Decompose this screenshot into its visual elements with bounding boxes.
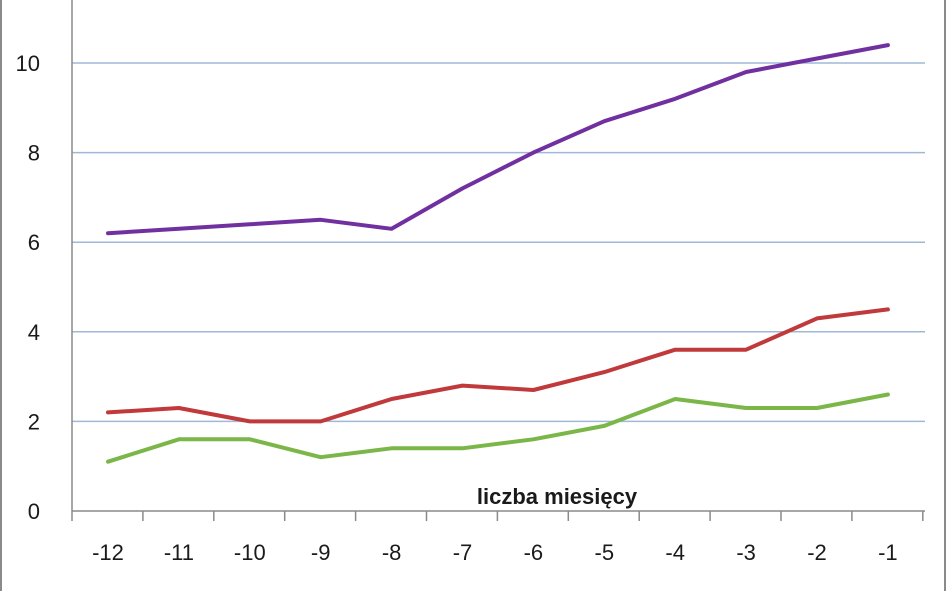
data-point <box>887 308 889 310</box>
data-point <box>249 420 251 422</box>
x-axis-ticks: -12 -11 -10 -9 -8 -7 -6 -5 -4 -3 -2 -1 <box>92 540 898 565</box>
x-tick-label: -5 <box>595 540 615 565</box>
data-point <box>178 228 180 230</box>
y-tick-label: 8 <box>28 141 40 166</box>
x-axis-label: liczba miesięcy <box>477 484 638 509</box>
data-point <box>462 385 463 387</box>
y-tick-label: 2 <box>28 409 40 434</box>
data-point <box>674 349 676 351</box>
data-point <box>462 447 463 449</box>
data-point <box>816 58 818 60</box>
data-point <box>816 317 818 319</box>
data-point <box>107 411 109 413</box>
data-point <box>674 398 676 400</box>
gridlines <box>72 62 925 423</box>
data-point <box>887 44 889 46</box>
x-tick-label: -8 <box>382 540 402 565</box>
y-tick-label: 10 <box>16 51 40 76</box>
data-point <box>320 219 322 221</box>
data-point <box>603 371 605 373</box>
data-point <box>391 228 393 230</box>
data-point <box>887 394 889 396</box>
series-lines <box>106 43 890 464</box>
data-point <box>178 438 180 440</box>
data-point <box>603 425 605 427</box>
series-line-1 <box>106 43 890 236</box>
x-tick-label: -9 <box>311 540 331 565</box>
x-tick-label: -7 <box>453 540 473 565</box>
data-point <box>107 232 109 234</box>
series-line-3 <box>106 392 890 464</box>
data-point <box>674 98 676 100</box>
y-tick-label: 0 <box>28 499 40 524</box>
data-point <box>320 456 322 458</box>
data-point <box>603 120 605 122</box>
data-point <box>320 420 322 422</box>
x-tick-label: -2 <box>807 540 827 565</box>
data-point <box>249 223 251 225</box>
x-tick-label: -4 <box>665 540 685 565</box>
data-point <box>391 398 393 400</box>
x-tick-label: -6 <box>524 540 544 565</box>
series-line-2 <box>106 307 890 424</box>
data-point <box>249 438 251 440</box>
x-tick-label: -3 <box>736 540 756 565</box>
x-tick-label: -10 <box>234 540 266 565</box>
x-tick-label: -12 <box>92 540 124 565</box>
x-tick-label: -1 <box>878 540 898 565</box>
data-point <box>532 152 534 154</box>
data-point <box>462 187 463 189</box>
data-point <box>745 71 747 73</box>
data-point <box>107 461 109 463</box>
data-point <box>745 407 747 409</box>
data-point <box>532 438 534 440</box>
y-tick-label: 4 <box>28 320 40 345</box>
data-point <box>745 349 747 351</box>
axes <box>71 0 925 521</box>
data-point <box>178 407 180 409</box>
data-point <box>532 389 534 391</box>
data-point <box>391 447 393 449</box>
y-axis-ticks: 0 2 4 6 8 10 <box>16 51 40 524</box>
x-tick-label: -11 <box>164 540 194 565</box>
y-tick-label: 6 <box>28 230 40 255</box>
data-point <box>816 407 818 409</box>
